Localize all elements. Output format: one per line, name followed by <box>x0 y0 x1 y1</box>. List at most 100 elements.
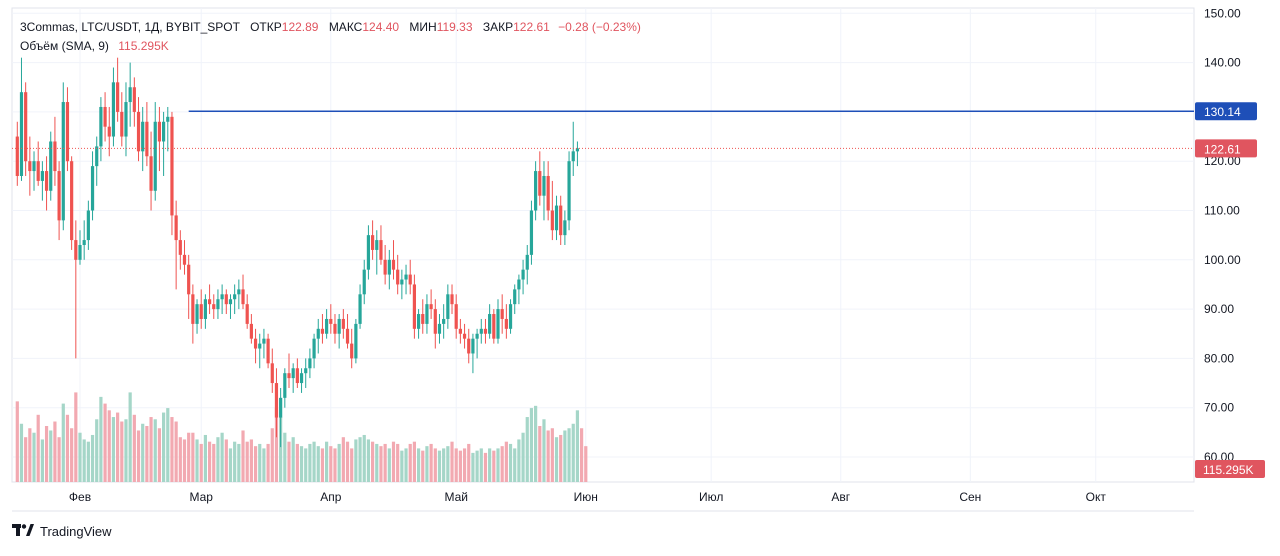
volume-bar <box>203 434 207 482</box>
volume-bar <box>467 443 471 482</box>
symbol-label[interactable]: 3Commas, LTC/USDT, 1Д, BYBIT_SPOT <box>20 20 240 34</box>
candle-body <box>483 328 488 334</box>
volume-bar <box>182 439 187 482</box>
volume-bar <box>358 437 362 482</box>
volume-bar <box>233 441 237 482</box>
x-tick-label: Авг <box>831 490 850 504</box>
volume-bar <box>584 446 588 482</box>
volume-bar <box>120 421 124 482</box>
volume-bar <box>216 437 220 482</box>
volume-bar <box>295 443 299 482</box>
volume-indicator-label[interactable]: Объём (SMA, 9) <box>20 39 109 53</box>
candle-body <box>61 102 65 221</box>
x-tick-label: Сен <box>959 490 981 504</box>
candle-body <box>107 126 111 137</box>
volume-bar <box>421 450 425 482</box>
y-tick-label: 100.00 <box>1204 253 1241 267</box>
volume-bar <box>304 448 308 482</box>
legend-volume: Объём (SMA, 9) 115.295K <box>20 39 169 53</box>
candle-body <box>153 121 157 191</box>
volume-bar <box>350 448 354 482</box>
volume-bar <box>283 432 287 482</box>
volume-bar <box>191 432 195 482</box>
candle-body <box>49 141 53 191</box>
volume-bar <box>279 417 283 482</box>
candle-body <box>350 343 354 359</box>
volume-bar <box>166 408 170 482</box>
volume-bar <box>450 441 454 482</box>
candle-body <box>111 82 116 137</box>
candle-body <box>371 235 375 250</box>
candle-body <box>203 299 207 319</box>
level-price-label: 130.14 <box>1204 105 1241 119</box>
volume-bar <box>178 437 182 482</box>
volume-bar <box>249 439 253 482</box>
volume-bar <box>513 448 517 482</box>
volume-bar <box>471 452 475 482</box>
candle-body <box>442 318 446 324</box>
candle-body <box>475 333 479 339</box>
volume-bar <box>145 426 149 482</box>
candle-body <box>458 328 462 334</box>
candle-body <box>291 368 295 379</box>
volume-bar <box>224 439 228 482</box>
volume-bar <box>253 446 258 482</box>
volume-bar <box>61 403 65 482</box>
volume-bar <box>400 450 404 482</box>
candle-body <box>195 304 199 324</box>
candles <box>15 57 580 448</box>
candle-body <box>508 304 513 329</box>
volume-bar <box>454 448 458 482</box>
volume-bar <box>258 443 262 482</box>
candle-body <box>366 235 371 270</box>
volume-bar <box>40 439 44 482</box>
candle-body <box>36 161 40 181</box>
candle-body <box>270 363 274 384</box>
volume-bar <box>128 392 132 482</box>
candle-body <box>279 397 283 418</box>
volume-tag <box>1195 460 1265 478</box>
brand-name: TradingView <box>40 524 112 539</box>
volume-bar <box>329 446 333 482</box>
volume-bar <box>362 434 366 482</box>
volume-bar <box>500 446 504 482</box>
x-tick-label: Май <box>444 490 468 504</box>
x-tick-label: Июл <box>699 490 723 504</box>
volume-bar <box>15 401 19 482</box>
candle-body <box>559 205 563 236</box>
volume-bar <box>571 423 575 482</box>
volume-bar <box>162 412 166 482</box>
volume-bar <box>458 450 462 482</box>
volume-bar <box>245 441 249 482</box>
volume-bar <box>534 405 538 482</box>
volume-bar <box>412 441 416 482</box>
candle-body <box>538 171 542 196</box>
candle-body <box>274 383 279 418</box>
volume-bar <box>312 441 316 482</box>
candle-body <box>534 171 538 211</box>
candle-body <box>462 333 467 339</box>
volume-bar <box>308 443 312 482</box>
candle-body <box>233 294 237 300</box>
volume-bar <box>442 448 446 482</box>
volume-bar <box>270 428 274 482</box>
candle-body <box>312 338 316 359</box>
candle-body <box>429 304 433 310</box>
candle-body <box>496 309 500 339</box>
candle-body <box>337 318 341 334</box>
candle-body <box>517 279 521 290</box>
candle-body <box>492 314 496 339</box>
volume-bar <box>57 437 61 482</box>
candle-body <box>249 323 253 339</box>
candle-body <box>320 328 325 334</box>
volume-bar <box>475 450 479 482</box>
candle-body <box>253 338 258 349</box>
candle-body <box>412 284 416 329</box>
volume-bar <box>354 439 358 482</box>
volume-bar <box>90 434 95 482</box>
candle-body <box>513 289 517 305</box>
footer-brand[interactable]: TradingView <box>12 524 112 539</box>
plot-frame <box>11 7 1195 483</box>
